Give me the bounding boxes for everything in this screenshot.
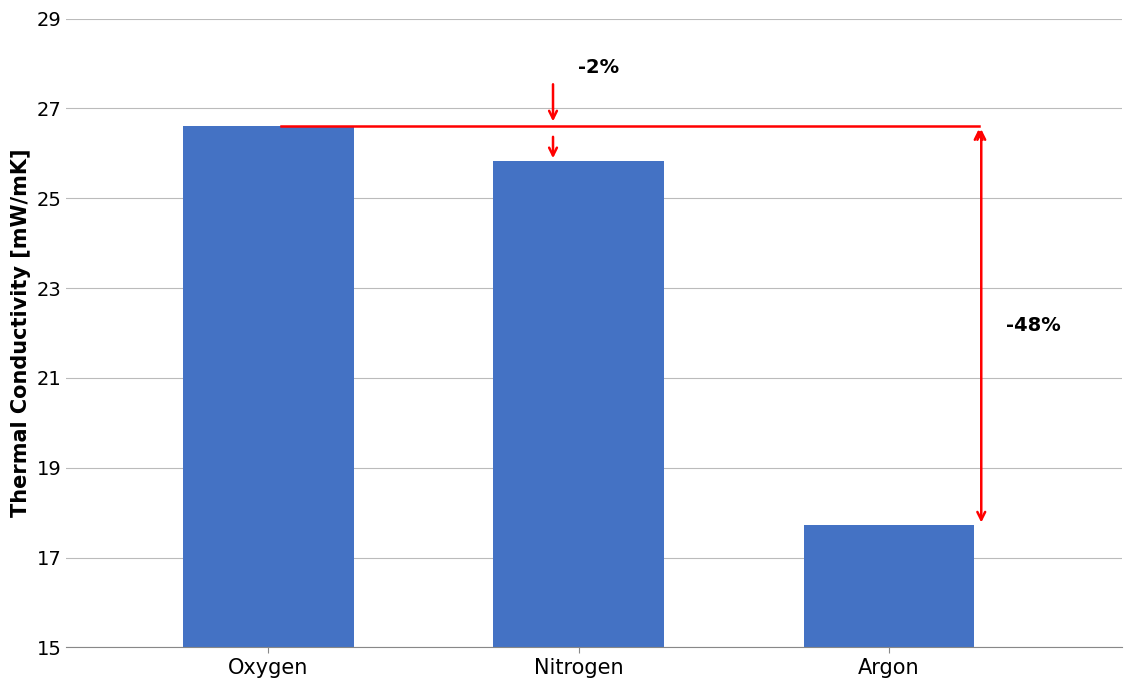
Y-axis label: Thermal Conductivity [mW/mK]: Thermal Conductivity [mW/mK] (11, 149, 31, 517)
Bar (803, 525, 974, 689)
Text: -2%: -2% (578, 58, 619, 77)
Text: -48%: -48% (1006, 316, 1060, 336)
Bar (493, 161, 664, 689)
Bar (182, 126, 353, 689)
